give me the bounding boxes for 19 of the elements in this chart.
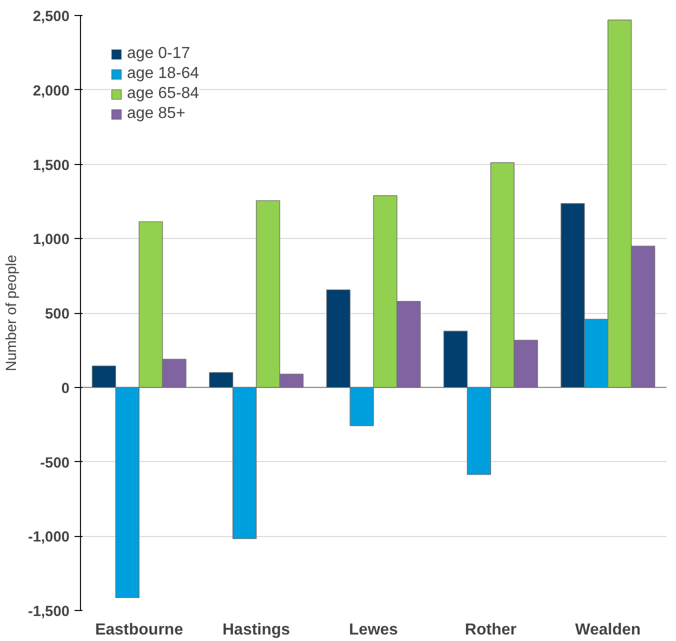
legend-label: age 18-64	[127, 65, 200, 83]
y-axis-title: Number of people	[4, 254, 20, 372]
y-tick-label: -1,000	[28, 530, 70, 546]
y-tick-label: 1,500	[32, 158, 70, 174]
x-tick-label: Eastbourne	[95, 622, 184, 638]
y-tick-label: 500	[45, 306, 70, 322]
x-tick-label: Lewes	[349, 622, 398, 638]
x-tick-label: Wealden	[575, 622, 641, 638]
legend-label: age 65-84	[127, 85, 200, 103]
legend-label: age 0-17	[127, 45, 190, 63]
y-tick-label: -500	[40, 455, 70, 472]
y-tick-label: 1,000	[32, 232, 70, 248]
y-tick-label: 2,500	[32, 9, 70, 25]
y-tick-label: 0	[61, 380, 70, 397]
x-tick-label: Hastings	[222, 622, 290, 638]
y-tick-label: 2,000	[32, 83, 70, 100]
y-tick-label: -1,500	[28, 604, 70, 620]
x-tick-label: Rother	[464, 622, 516, 638]
legend-label: age 85+	[127, 105, 186, 123]
